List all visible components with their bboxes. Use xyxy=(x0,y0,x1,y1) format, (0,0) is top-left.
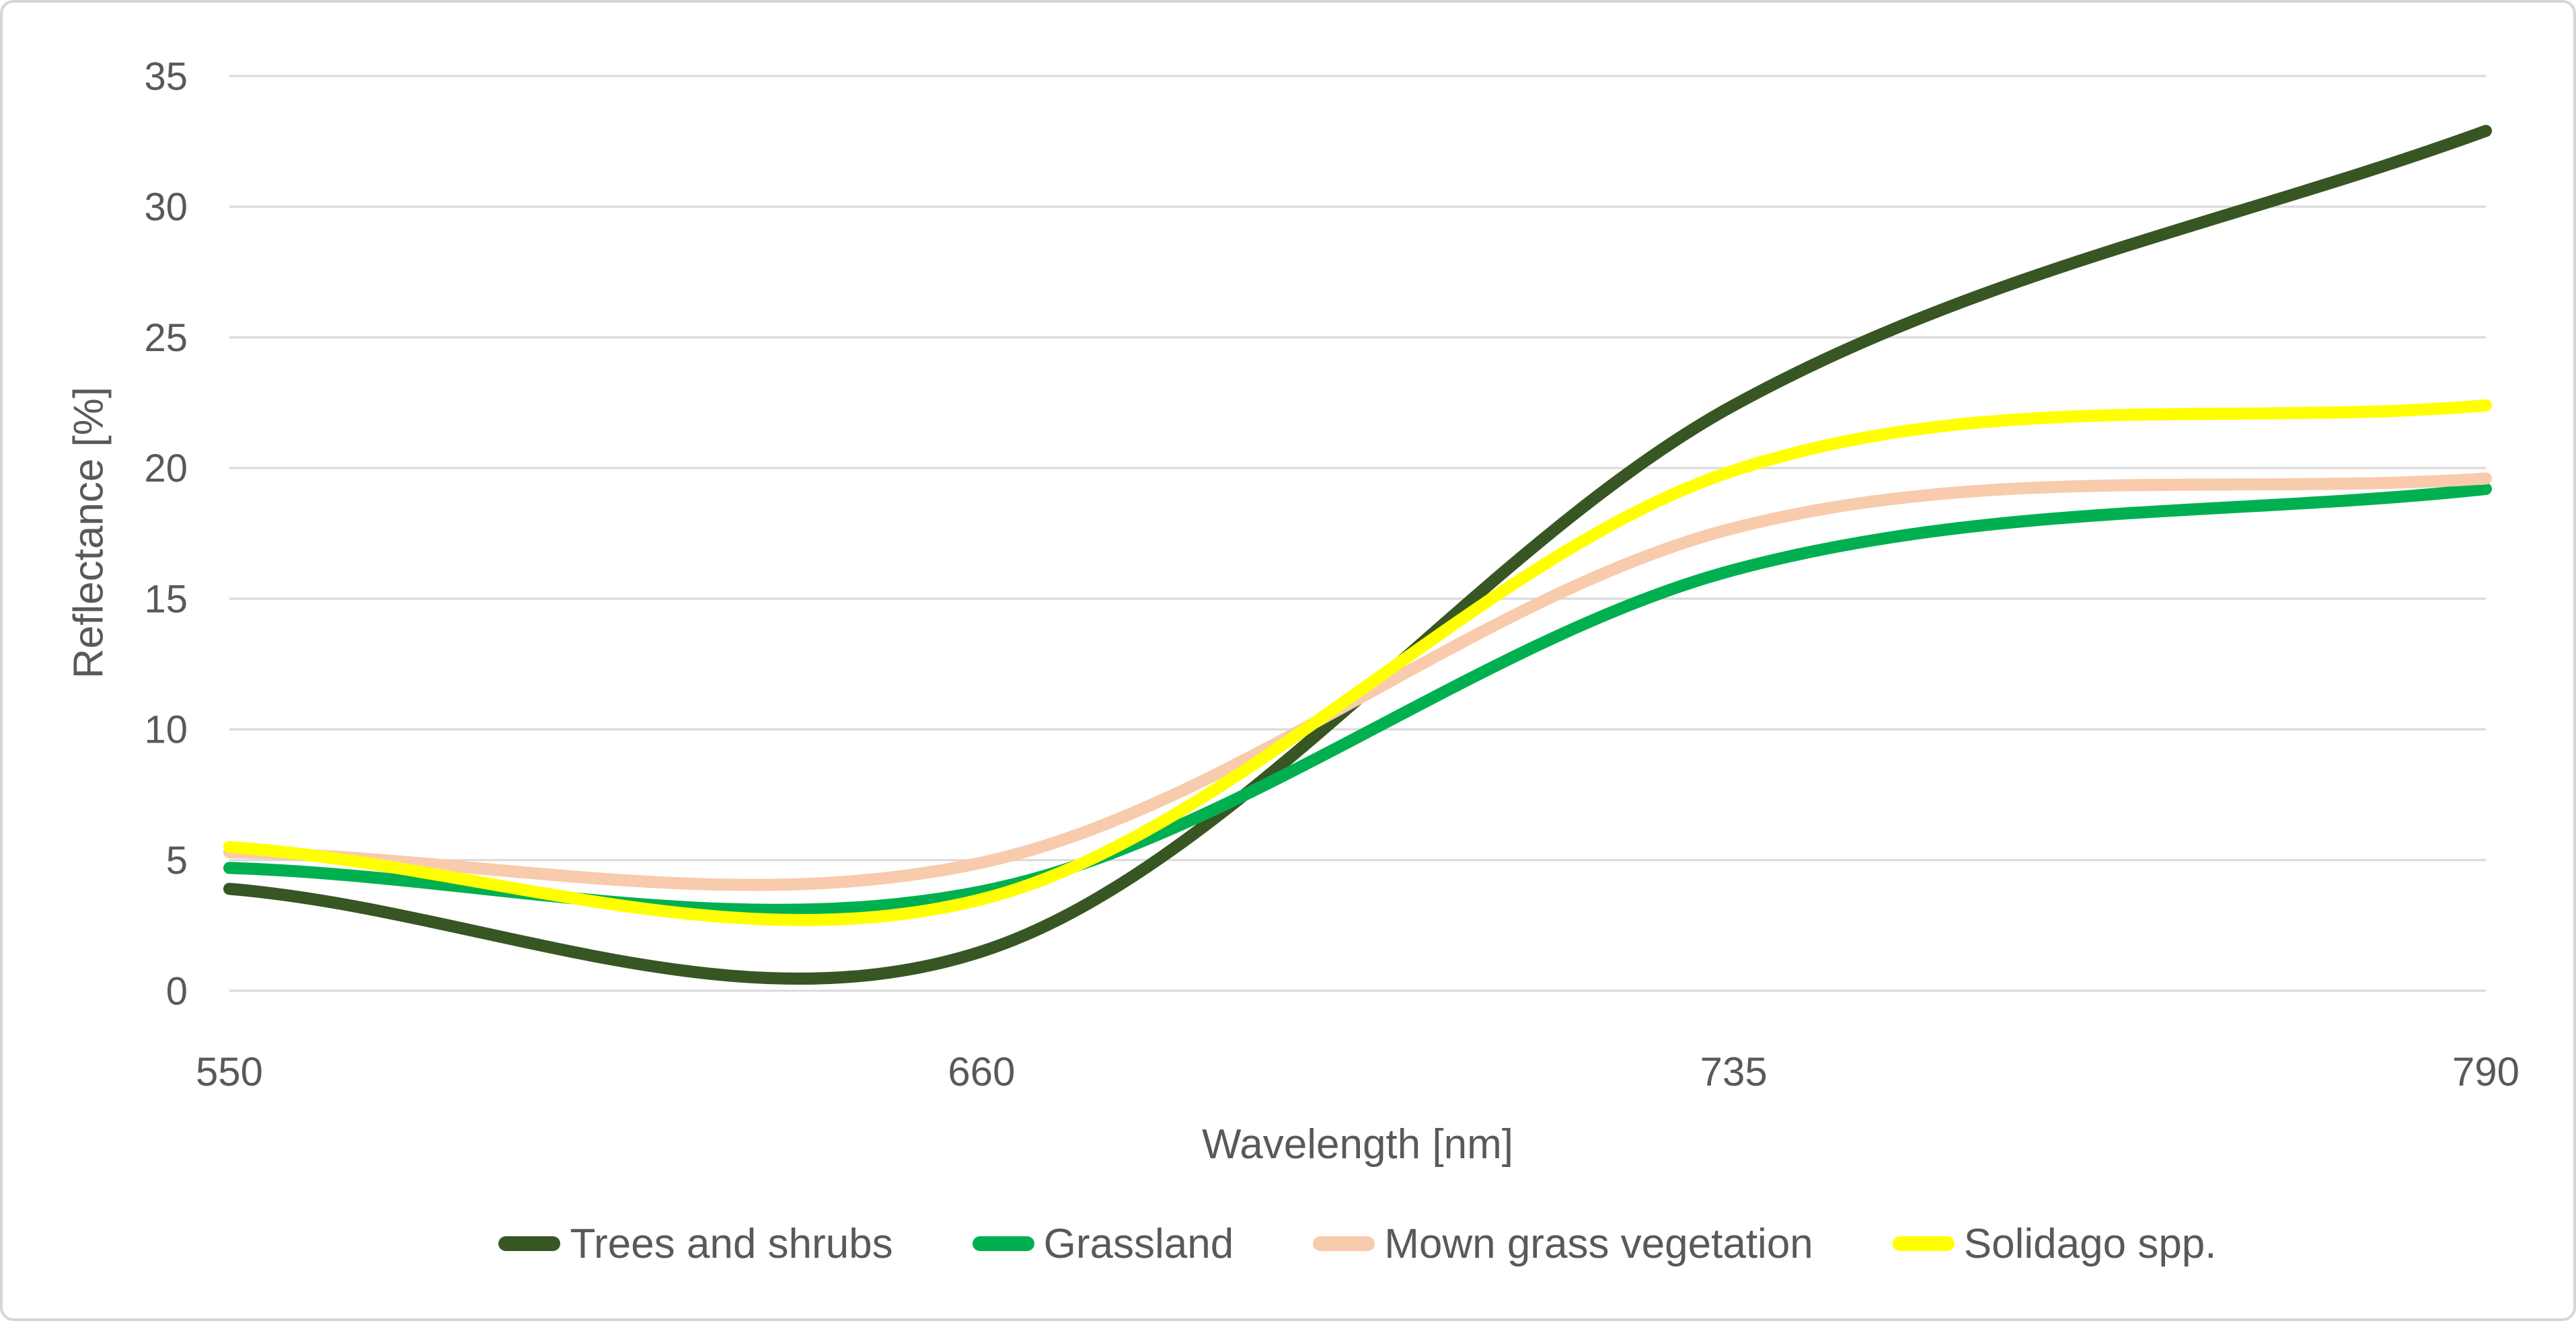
legend-label: Grassland xyxy=(1043,1220,1234,1267)
legend-label: Trees and shrubs xyxy=(570,1220,893,1267)
y-tick-label: 10 xyxy=(144,708,188,752)
y-axis-title: Reflectance [%] xyxy=(65,386,112,679)
legend-swatch-icon xyxy=(1892,1236,1955,1251)
y-tick-label: 15 xyxy=(144,577,188,621)
legend-item: Mown grass vegetation xyxy=(1313,1220,1813,1268)
x-tick-label: 550 xyxy=(196,1049,263,1094)
x-tick-label: 735 xyxy=(1700,1049,1768,1094)
legend-item: Grassland xyxy=(972,1220,1234,1268)
y-tick-label: 25 xyxy=(144,316,188,360)
legend-swatch-icon xyxy=(1313,1236,1375,1251)
plot-area: 0 5 10 15 20 25 30 35 550 660 735 790 xyxy=(144,54,2520,1094)
x-axis-title: Wavelength [nm] xyxy=(1202,1121,1513,1168)
legend-item: Solidago spp. xyxy=(1892,1220,2217,1268)
x-tick-label: 660 xyxy=(948,1049,1015,1094)
y-tick-label: 20 xyxy=(144,447,188,490)
y-tick-label: 5 xyxy=(166,839,188,882)
legend-swatch-icon xyxy=(972,1236,1034,1251)
series-line-solidago-spp- xyxy=(223,399,2492,926)
y-tick-label: 30 xyxy=(144,186,188,229)
y-tick-label: 35 xyxy=(144,54,188,98)
legend-label: Mown grass vegetation xyxy=(1384,1220,1813,1267)
legend-swatch-icon xyxy=(498,1236,561,1251)
series-line-trees-and-shrubs xyxy=(223,124,2492,985)
legend-label: Solidago spp. xyxy=(1963,1220,2217,1267)
legend-item: Trees and shrubs xyxy=(498,1220,893,1268)
series-line-mown-grass-vegetation xyxy=(223,472,2492,891)
y-tick-label: 0 xyxy=(166,969,188,1013)
chart-legend: Trees and shrubs Grassland Mown grass vege… xyxy=(229,1207,2486,1281)
x-tick-label: 790 xyxy=(2452,1049,2520,1094)
